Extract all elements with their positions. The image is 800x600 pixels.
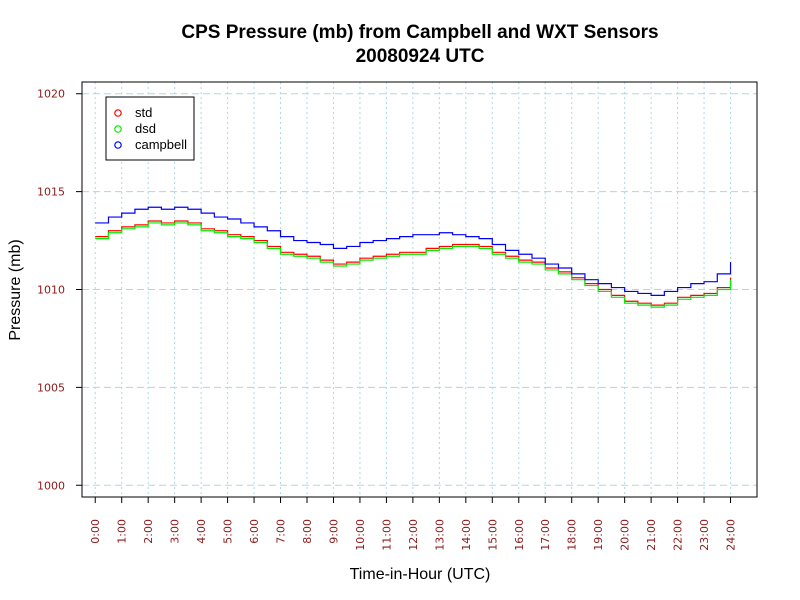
x-tick-label: 17:00: [539, 519, 552, 551]
x-tick-label: 6:00: [248, 519, 261, 544]
x-tick-label: 0:00: [89, 519, 102, 544]
x-tick-label: 12:00: [407, 519, 420, 551]
x-tick-label: 8:00: [301, 519, 314, 544]
x-tick-label: 13:00: [433, 519, 446, 551]
x-tick-label: 14:00: [460, 519, 473, 551]
x-axis-label: Time-in-Hour (UTC): [350, 566, 491, 583]
y-tick-label: 1015: [37, 186, 65, 199]
legend-label-campbell: campbell: [135, 137, 187, 152]
legend: std dsd campbell: [105, 96, 195, 161]
x-tick-label: 9:00: [327, 519, 340, 544]
y-tick-label: 1000: [37, 479, 65, 492]
x-tick-label: 11:00: [380, 519, 393, 551]
legend-marker-dsd: [114, 125, 122, 133]
x-tick-label: 10:00: [354, 519, 367, 551]
x-tick-label: 2:00: [142, 519, 155, 544]
legend-label-std: std: [135, 105, 152, 120]
x-tick-label: 19:00: [592, 519, 605, 551]
chart-title: CPS Pressure (mb) from Campbell and WXT …: [181, 22, 658, 43]
x-tick-label: 22:00: [672, 519, 685, 551]
x-tick-label: 24:00: [725, 519, 738, 551]
series-line-campbell: [95, 206, 732, 296]
x-tick-label: 5:00: [222, 519, 235, 544]
legend-marker-std: [114, 109, 122, 117]
x-tick-label: 7:00: [275, 519, 288, 544]
grid-lines: [82, 82, 757, 497]
legend-label-dsd: dsd: [135, 121, 156, 136]
x-tick-label: 18:00: [566, 519, 579, 551]
x-tick-label: 15:00: [486, 519, 499, 551]
x-tick-label: 20:00: [619, 519, 632, 551]
x-tick-label: 3:00: [169, 519, 182, 544]
chart-subtitle: 20080924 UTC: [356, 46, 485, 67]
x-tick-label: 16:00: [513, 519, 526, 551]
series-line-dsd: [95, 222, 732, 308]
y-axis-ticks: 1000 1005 1010 1015 1020: [37, 88, 82, 492]
y-tick-label: 1010: [37, 284, 65, 297]
y-axis-label: Pressure (mb): [7, 239, 24, 340]
y-tick-label: 1020: [37, 88, 65, 101]
y-tick-label: 1005: [37, 381, 65, 394]
x-axis-ticks: 0:00 1:00 2:00 3:00 4:00 5:00 6:00 7:00 8:00 9:00…: [89, 497, 738, 551]
legend-marker-campbell: [114, 141, 122, 149]
x-tick-label: 21:00: [645, 519, 658, 551]
x-tick-label: 23:00: [698, 519, 711, 551]
x-tick-label: 4:00: [195, 519, 208, 544]
x-tick-label: 1:00: [116, 519, 129, 544]
series-lines: [95, 206, 732, 308]
